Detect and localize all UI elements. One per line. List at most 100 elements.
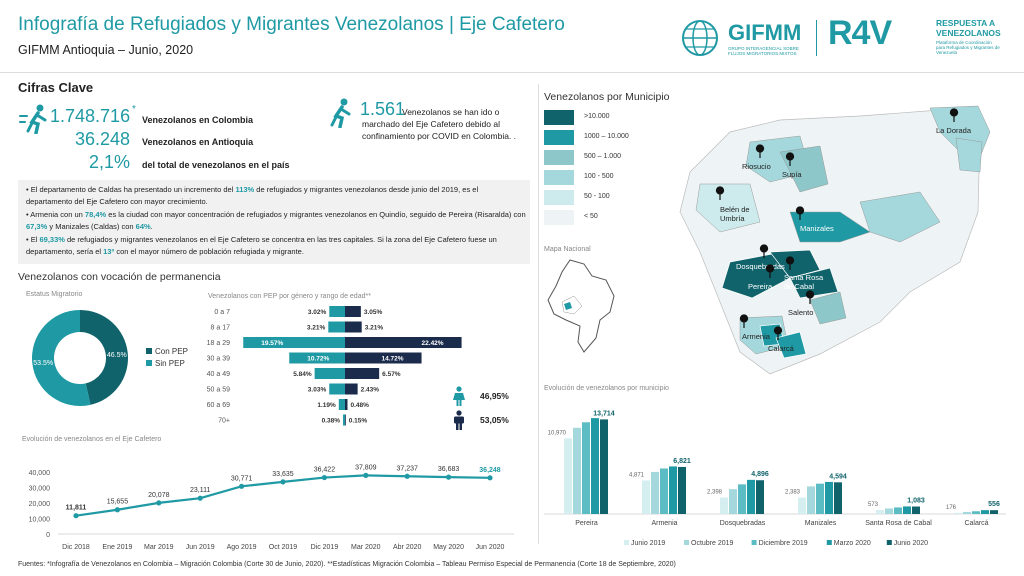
trend-chart: 0 10,000 20,000 30,000 40,000 11,811 Dic 2018 1… (29, 464, 514, 551)
donut-legend-label-0: Con PEP (155, 347, 188, 356)
pyramid-age-label: 50 a 59 (207, 387, 230, 394)
pyramid-bar-right (345, 368, 380, 379)
trend-title: Evolución de venezolanos en el Eje Cafet… (22, 436, 162, 443)
muni-last-label: 556 (988, 501, 1000, 508)
trend-point (446, 474, 452, 480)
pyramid-label-left: 19.57% (261, 340, 283, 347)
footer-sources: Fuentes: *Infografía de Venezolanos en C… (18, 561, 676, 568)
gifmm-logo-text: GIFMM (728, 20, 802, 45)
map-title: Venezolanos por Municipio (544, 91, 670, 103)
pyramid-bar-left (329, 383, 345, 395)
muni-legend-label: Junio 2020 (894, 540, 928, 547)
r4v-logo-text: RESPUESTA A VENEZOLANOS (936, 18, 1001, 38)
map-place-label: Belén de (720, 205, 750, 214)
map-place-label: La Dorada (936, 126, 972, 135)
map-pin-icon (755, 144, 765, 158)
pyramid-bar-left (328, 321, 345, 333)
map-pin-icon (785, 152, 795, 166)
trend-data-label: 11,811 (66, 505, 87, 512)
pyramid-label-right: 22.42% (422, 340, 444, 347)
map-legend-item: 50 - 100 (544, 190, 684, 206)
muni-bar (582, 422, 590, 514)
muni-bar (564, 438, 572, 514)
mini-map-title: Mapa Nacional (544, 246, 591, 253)
trend-ytick: 30,000 (29, 486, 51, 493)
female-pct: 46,95% (480, 391, 509, 401)
muni-bar (573, 427, 581, 514)
permanencia-title: Venezolanos con vocación de permanencia (18, 271, 221, 283)
muni-chart: 10,970 13,714 Pereira 4,871 6,821 Armenia 2,39… (544, 410, 1006, 547)
map-legend-label: < 50 (584, 213, 598, 220)
muni-bar (651, 471, 659, 514)
trend-data-label: 30,771 (231, 475, 253, 482)
map-legend-item: >10.000 (544, 110, 684, 126)
pyramid-bar-left (343, 414, 345, 426)
pyramid-label-right: 0.48% (350, 402, 369, 409)
map-place-label: de Cabal (784, 282, 814, 291)
muni-bar (816, 483, 824, 514)
map-place-label: Armenia (742, 332, 771, 341)
muni-first-label: 573 (868, 502, 879, 508)
cifras-title: Cifras Clave (18, 80, 94, 95)
muni-category-label: Calarcá (964, 520, 988, 527)
muni-bar (591, 418, 599, 514)
donut-title: Estatus Migratorio (26, 291, 83, 298)
pyramid-label-left: 3.21% (307, 325, 326, 332)
bullet-capitales: • El 69,33% de refugiados y migrantes ve… (26, 235, 497, 256)
pyramid-bar-right (345, 383, 358, 395)
map-place-label: Pereira (748, 282, 773, 291)
pyramid-bar-left (243, 337, 345, 348)
muni-legend-swatch (684, 540, 689, 545)
pyramid-label-left: 3.02% (308, 309, 327, 316)
muni-bar (912, 506, 920, 514)
pyramid-label-right: 3.21% (365, 325, 384, 332)
donut-slice-1 (31, 310, 91, 406)
gifmm-logo: GIFMM GRUPO INTERAGENCIAL SOBRE FLUJOS M… (680, 18, 810, 60)
kpi-salidas-value: 1.561 (360, 99, 406, 119)
trend-ytick: 0 (46, 532, 50, 539)
muni-bar (954, 512, 962, 514)
pyramid-bar-left (289, 352, 345, 364)
trend-point (197, 495, 203, 501)
muni-chart-title: Evolución de venezolanos por municipio (544, 385, 669, 392)
map-pin-icon (785, 256, 795, 270)
pyramid-label-left: 5.84% (293, 371, 312, 378)
muni-first-label: 2,398 (707, 489, 723, 495)
muni-first-label: 176 (946, 505, 957, 511)
pyramid-bar-right (345, 337, 462, 348)
donut-legend-swatch-0 (146, 348, 152, 354)
muni-category-label: Manizales (805, 520, 837, 527)
trend-point (73, 513, 79, 519)
map-legend-item: < 50 (544, 210, 684, 226)
pyramid-age-label: 40 a 49 (207, 371, 230, 378)
bullet-caldas: • El departamento de Caldas ha presentad… (26, 185, 479, 206)
male-icon (454, 410, 464, 430)
r4v-logo: R4V (828, 14, 892, 52)
trend-xtick: Dic 2018 (62, 544, 90, 551)
muni-legend-label: Junio 2019 (631, 540, 665, 547)
trend-xtick: Ago 2019 (227, 544, 257, 551)
trend-xtick: Ene 2019 (102, 544, 132, 551)
trend-data-label: 20,078 (148, 492, 170, 499)
pyramid-bar-right (345, 414, 346, 426)
muni-bar (990, 510, 998, 514)
kpi-colombia-value: 1.748.716 (50, 106, 131, 126)
trend-data-label: 15,655 (107, 499, 129, 506)
pyramid-label-right: 14.72% (381, 356, 403, 363)
donut-label-0: 46.5% (107, 352, 127, 359)
globe-icon (682, 20, 718, 56)
trend-xtick: Oct 2019 (269, 544, 298, 551)
map-legend-label: >10.000 (584, 113, 610, 120)
muni-bar (720, 497, 728, 514)
muni-last-label: 1,083 (907, 498, 925, 505)
muni-bar (678, 466, 686, 514)
donut-chart: 46.5% Con PEP 53.5% Sin PEP (31, 310, 188, 406)
trend-data-label: 37,237 (396, 465, 418, 472)
muni-bar (798, 497, 806, 514)
muni-last-label: 4,896 (751, 471, 769, 478)
muni-legend-swatch (624, 540, 629, 545)
muni-bar (642, 480, 650, 514)
donut-legend-label-1: Sin PEP (155, 359, 185, 368)
map-pin-icon (715, 186, 725, 200)
pyramid-age-label: 18 a 29 (207, 340, 230, 347)
